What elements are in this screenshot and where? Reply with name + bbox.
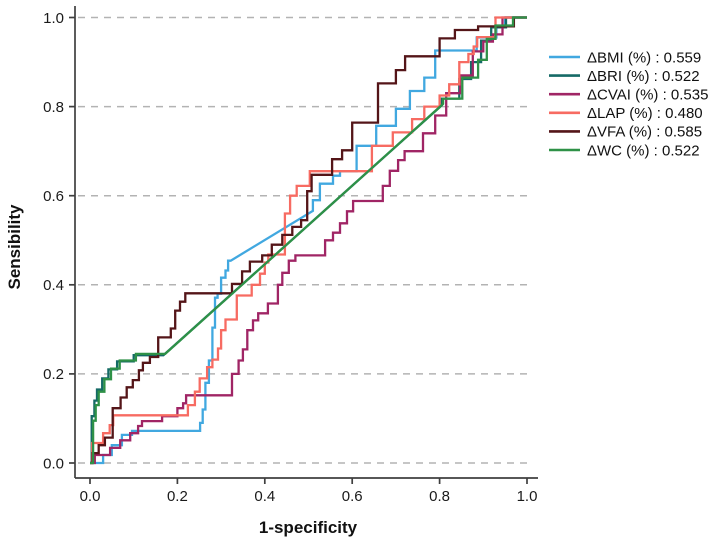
y-tick-label: 0.8	[43, 99, 64, 116]
y-tick-label: 0.2	[43, 366, 64, 383]
roc-curve-vfa	[90, 16, 527, 465]
legend-item-wc: ΔWC (%) : 0.522	[549, 142, 700, 159]
x-tick-label: 0.0	[80, 488, 101, 505]
y-tick-label: 0.6	[43, 188, 64, 205]
legend-label-wc: ΔWC (%) : 0.522	[587, 142, 700, 159]
x-tick-label: 0.6	[342, 488, 363, 505]
legend-label-cvai: ΔCVAI (%) : 0.535	[587, 86, 708, 103]
roc-curve-wc	[90, 16, 527, 465]
axes: 0.0 0.2 0.4 0.6 0.8 1.0 0.0 0.2 0.4 0.6 0.8 1.0	[43, 6, 538, 505]
legend-item-bri: ΔBRI (%) : 0.522	[549, 68, 700, 85]
legend-label-vfa: ΔVFA (%) : 0.585	[587, 124, 702, 141]
legend-label-bri: ΔBRI (%) : 0.522	[587, 68, 700, 85]
roc-curves	[90, 16, 527, 465]
roc-curve-cvai	[90, 16, 527, 465]
x-tick-label: 0.4	[254, 488, 275, 505]
x-tick-label: 1.0	[517, 488, 538, 505]
legend-item-lap: ΔLAP (%) : 0.480	[549, 105, 703, 122]
legend-label-lap: ΔLAP (%) : 0.480	[587, 105, 703, 122]
y-tick-label: 0.0	[43, 455, 64, 472]
gridlines	[78, 16, 533, 464]
x-tick-label: 0.2	[167, 488, 188, 505]
legend-item-vfa: ΔVFA (%) : 0.585	[549, 124, 702, 141]
legend-label-bmi: ΔBMI (%) : 0.559	[587, 49, 701, 66]
y-tick-label: 0.4	[43, 277, 64, 294]
roc-curve-bmi	[90, 16, 527, 465]
y-tick-label: 1.0	[43, 10, 64, 27]
x-axis-title: 1-specificity	[259, 518, 358, 537]
y-axis-title: Sensibility	[5, 204, 24, 290]
legend-item-bmi: ΔBMI (%) : 0.559	[549, 49, 701, 66]
x-tick-label: 0.8	[429, 488, 450, 505]
legend-item-cvai: ΔCVAI (%) : 0.535	[549, 86, 708, 103]
